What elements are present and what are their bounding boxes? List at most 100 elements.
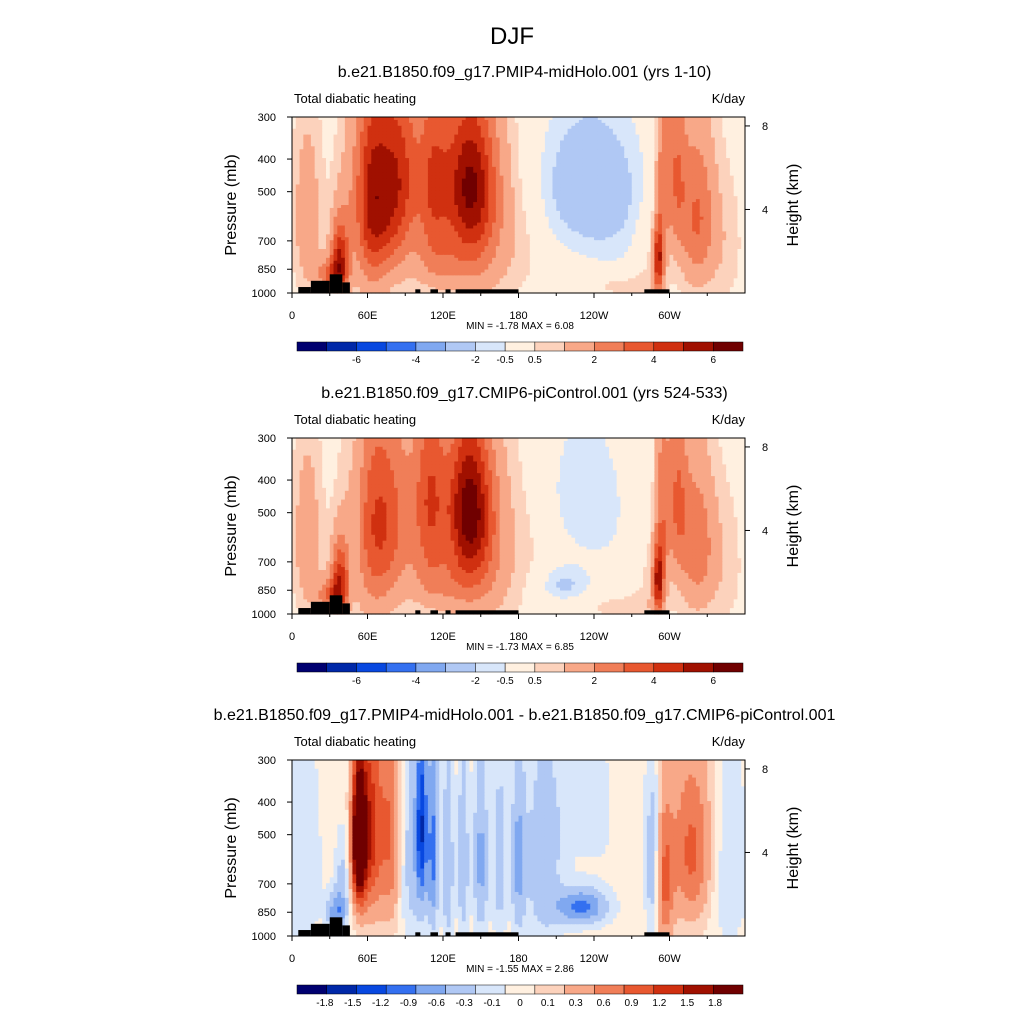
y2-tick-label: 8 bbox=[762, 121, 768, 133]
x-tick-label: 120W bbox=[580, 953, 609, 965]
colorbar-label: 2 bbox=[592, 676, 598, 687]
colorbar-swatch bbox=[653, 984, 684, 995]
colorbar-swatch bbox=[326, 662, 357, 673]
y-tick-label: 300 bbox=[258, 755, 276, 767]
colorbar-swatch bbox=[683, 984, 714, 995]
land-mask bbox=[298, 917, 670, 936]
colorbar-swatch bbox=[594, 662, 625, 673]
colorbar-label: 4 bbox=[651, 676, 657, 687]
colorbar-swatch bbox=[534, 341, 565, 352]
y-axis-label: Pressure (mb) bbox=[223, 797, 240, 898]
colorbar-swatch bbox=[564, 662, 595, 673]
heatmap-field bbox=[292, 438, 746, 615]
colorbar-swatch bbox=[475, 341, 506, 352]
y-tick-label: 500 bbox=[258, 508, 276, 520]
y2-tick-label: 8 bbox=[762, 442, 768, 454]
colorbar-swatch bbox=[564, 984, 595, 995]
colorbar: -6 -4 -2 -0.5 0.5 2 4 6 bbox=[296, 341, 744, 366]
panels: b.e21.B1850.f09_g17.PMIP4-midHolo.001 (y… bbox=[214, 64, 836, 1009]
x-tick-label: 0 bbox=[289, 631, 295, 643]
y-tick-label: 500 bbox=[258, 187, 276, 199]
colorbar-label: -4 bbox=[411, 676, 420, 687]
colorbar-swatch bbox=[445, 984, 476, 995]
colorbar-label: 0 bbox=[517, 998, 523, 1009]
x-tick-label: 180 bbox=[509, 631, 527, 643]
colorbar-swatch bbox=[713, 984, 744, 995]
x-tick-label: 60W bbox=[658, 953, 681, 965]
panel-left-label: Total diabatic heating bbox=[294, 734, 416, 749]
colorbar-swatch bbox=[445, 662, 476, 673]
colorbar-label: -6 bbox=[352, 676, 361, 687]
colorbar-swatch bbox=[683, 341, 714, 352]
y2-tick-label: 4 bbox=[762, 204, 768, 216]
y2-tick-label: 4 bbox=[762, 525, 768, 537]
panel-picontrol: b.e21.B1850.f09_g17.CMIP6-piControl.001 … bbox=[223, 385, 802, 687]
x-tick-label: 180 bbox=[509, 310, 527, 322]
colorbar-swatch bbox=[594, 341, 625, 352]
x-tick-label: 180 bbox=[509, 953, 527, 965]
panel-units-label: K/day bbox=[712, 91, 746, 106]
colorbar-label: -2 bbox=[471, 355, 480, 366]
heatmap-field bbox=[292, 760, 746, 937]
y-axis-label: Pressure (mb) bbox=[223, 475, 240, 576]
colorbar-swatch bbox=[296, 984, 327, 995]
colorbar-swatch bbox=[296, 341, 327, 352]
x-tick-label: 60W bbox=[658, 310, 681, 322]
colorbar-label: 2 bbox=[592, 355, 598, 366]
colorbar-label: 6 bbox=[710, 355, 716, 366]
colorbar-label: -2 bbox=[471, 676, 480, 687]
y-tick-label: 1000 bbox=[252, 931, 276, 943]
colorbar-label: -0.3 bbox=[456, 998, 474, 1009]
panel-title: b.e21.B1850.f09_g17.PMIP4-midHolo.001 - … bbox=[214, 707, 836, 724]
colorbar-label: 0.3 bbox=[569, 998, 583, 1009]
y-tick-label: 300 bbox=[258, 433, 276, 445]
x-tick-label: 60E bbox=[358, 310, 378, 322]
panel-units-label: K/day bbox=[712, 734, 746, 749]
colorbar-label: -0.6 bbox=[428, 998, 446, 1009]
panel-left-label: Total diabatic heating bbox=[294, 91, 416, 106]
colorbar-swatch bbox=[356, 662, 387, 673]
colorbar-swatch bbox=[504, 984, 536, 995]
colorbar-label: -0.9 bbox=[400, 998, 418, 1009]
y-tick-label: 400 bbox=[258, 475, 276, 487]
main-title: DJF bbox=[490, 23, 534, 50]
x-tick-label: 60E bbox=[358, 953, 378, 965]
colorbar-swatch bbox=[504, 341, 536, 352]
colorbar-label: 0.1 bbox=[541, 998, 555, 1009]
colorbar-label: -1.8 bbox=[316, 998, 334, 1009]
y-tick-label: 300 bbox=[258, 112, 276, 124]
colorbar-swatch bbox=[296, 662, 327, 673]
colorbar-swatch bbox=[445, 341, 476, 352]
x-tick-label: 120E bbox=[430, 310, 456, 322]
y-tick-label: 850 bbox=[258, 585, 276, 597]
colorbar-label: 1.2 bbox=[652, 998, 666, 1009]
colorbar-swatch bbox=[356, 984, 387, 995]
min-max-label: MIN = -1.55 MAX = 2.86 bbox=[466, 964, 574, 975]
y-tick-label: 400 bbox=[258, 154, 276, 166]
colorbar-swatch bbox=[683, 662, 714, 673]
colorbar: -6 -4 -2 -0.5 0.5 2 4 6 bbox=[296, 662, 744, 687]
panel-units-label: K/day bbox=[712, 412, 746, 427]
colorbar-swatch bbox=[534, 662, 565, 673]
y-tick-label: 700 bbox=[258, 557, 276, 569]
colorbar-label: 1.8 bbox=[708, 998, 722, 1009]
x-tick-label: 60W bbox=[658, 631, 681, 643]
colorbar-swatch bbox=[415, 341, 446, 352]
colorbar-label: -1.2 bbox=[372, 998, 390, 1009]
y2-axis-label: Height (km) bbox=[785, 485, 802, 568]
colorbar-swatch bbox=[356, 341, 387, 352]
colorbar-label: -0.5 bbox=[497, 676, 515, 687]
colorbar-label: 0.6 bbox=[597, 998, 611, 1009]
colorbar-swatch bbox=[504, 662, 536, 673]
colorbar-label: 0.9 bbox=[625, 998, 639, 1009]
colorbar-swatch bbox=[475, 662, 506, 673]
x-tick-label: 0 bbox=[289, 953, 295, 965]
colorbar-swatch bbox=[623, 662, 655, 673]
y-tick-label: 700 bbox=[258, 879, 276, 891]
y-tick-label: 1000 bbox=[252, 288, 276, 300]
y2-axis-label: Height (km) bbox=[785, 807, 802, 890]
y-tick-label: 700 bbox=[258, 236, 276, 248]
y-tick-label: 850 bbox=[258, 264, 276, 276]
x-tick-label: 0 bbox=[289, 310, 295, 322]
